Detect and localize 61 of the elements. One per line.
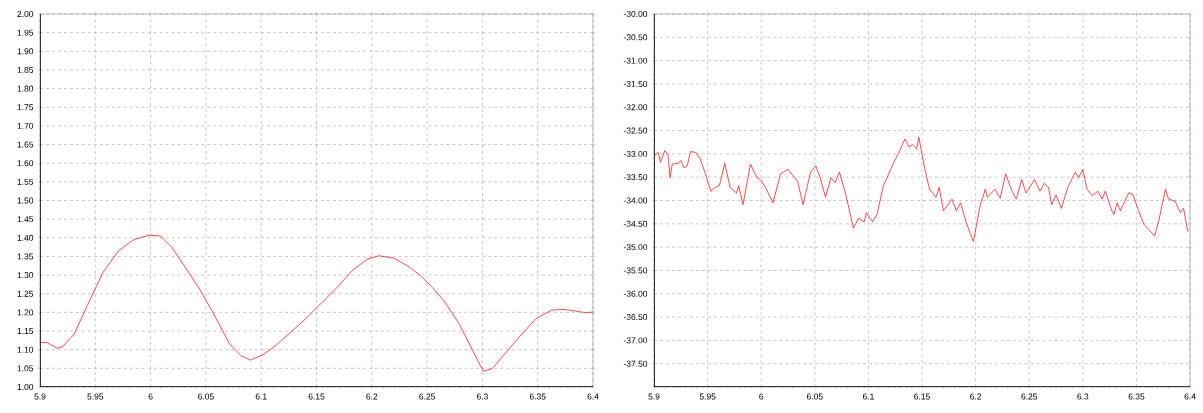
x-tick-label: 6.1	[255, 393, 267, 400]
x-tick-label: 5.95	[699, 393, 716, 400]
y-tick-label: -37.00	[623, 337, 648, 344]
y-tick-label: 1.20	[17, 309, 34, 316]
x-tick-label: 6.3	[1077, 393, 1089, 400]
x-tick-label: 6.15	[308, 393, 325, 400]
y-tick-label: 1.50	[17, 197, 34, 204]
y-tick-label: -34.00	[623, 197, 648, 204]
x-tick-label: 6.25	[1021, 393, 1038, 400]
y-tick-label: 1.30	[17, 272, 34, 279]
y-tick-label: 1.70	[17, 122, 34, 129]
y-tick-label: 1.90	[17, 48, 34, 55]
x-tick-label: 6.35	[529, 393, 546, 400]
y-tick-label: -32.50	[623, 127, 648, 134]
y-tick-label: 1.85	[17, 66, 34, 73]
y-tick-label: 1.65	[17, 141, 34, 148]
y-tick-label: -33.00	[623, 150, 648, 157]
x-tick-label: 6.2	[970, 393, 982, 400]
y-tick-label: 1.80	[17, 85, 34, 92]
y-tick-label: 1.55	[17, 178, 34, 185]
y-tick-label: -30.50	[623, 34, 648, 41]
x-tick-label: 6.15	[914, 393, 930, 400]
y-tick-label: 1.40	[17, 234, 34, 241]
y-tick-label: 1.75	[17, 104, 34, 111]
y-tick-label: -32.00	[623, 104, 648, 111]
y-tick-label: -31.00	[623, 57, 648, 64]
y-tick-label: 1.05	[17, 365, 34, 372]
y-tick-label: -35.50	[623, 267, 648, 274]
x-tick-label: 6.4	[587, 393, 599, 400]
x-tick-label: 6.35	[1128, 393, 1145, 400]
y-tick-label: -34.50	[623, 220, 648, 227]
x-tick-label: 6.4	[1184, 393, 1196, 400]
x-tick-label: 6.1	[862, 393, 874, 400]
y-tick-label: 2.00	[17, 11, 34, 17]
y-tick-label: 1.95	[17, 29, 34, 36]
y-tick-label: 1.00	[17, 384, 34, 390]
x-tick-label: 6	[759, 393, 764, 400]
line-series	[654, 136, 1189, 242]
x-tick-label: 6.3	[476, 393, 488, 400]
y-tick-label: -30.00	[623, 11, 648, 17]
x-tick-label: 6.05	[807, 393, 823, 400]
x-tick-label: 5.95	[87, 393, 104, 400]
x-tick-label: 6	[148, 393, 153, 400]
x-tick-label: 5.9	[648, 393, 660, 400]
y-tick-label: 1.45	[17, 216, 34, 223]
x-tick-label: 5.9	[34, 393, 46, 400]
x-tick-label: 6.25	[419, 393, 435, 400]
line-series	[40, 234, 594, 372]
y-tick-label: 1.10	[17, 346, 34, 353]
y-tick-label: 1.60	[17, 160, 34, 167]
y-tick-label: -37.50	[623, 360, 648, 367]
y-tick-label: 1.35	[17, 253, 34, 260]
y-tick-label: 1.25	[17, 290, 34, 297]
x-tick-label: 6.05	[198, 393, 214, 400]
y-tick-label: -36.50	[623, 314, 648, 321]
x-tick-label: 6.2	[366, 393, 378, 400]
y-tick-label: -31.50	[623, 80, 648, 87]
y-tick-label: 1.15	[17, 328, 34, 334]
y-tick-label: -33.50	[623, 174, 648, 181]
y-tick-label: -35.00	[623, 244, 648, 251]
y-tick-label: -36.00	[623, 290, 648, 297]
